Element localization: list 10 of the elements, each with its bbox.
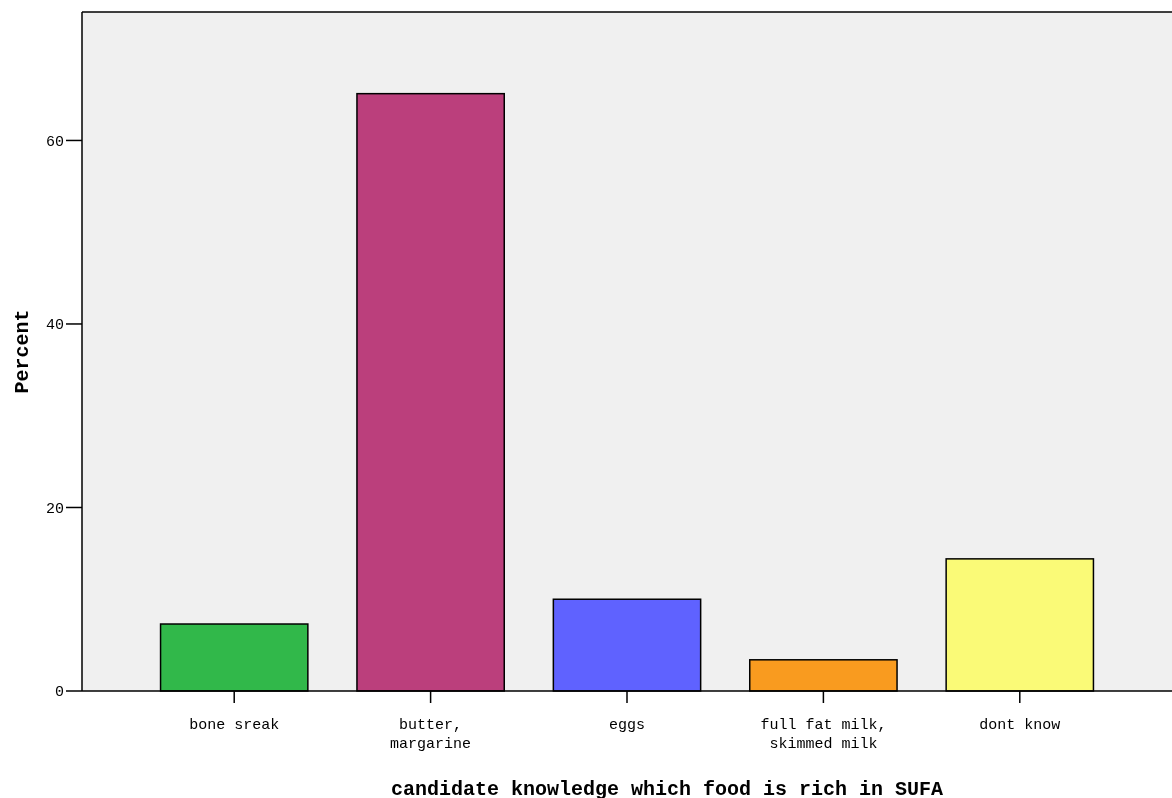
- y-tick-label: 60: [45, 133, 64, 151]
- x-tick-label: full fat milk, skimmed milk: [760, 717, 887, 753]
- y-axis-title: Percent: [11, 309, 34, 394]
- y-tick-label: 0: [54, 684, 64, 702]
- y-tick-label: 20: [45, 500, 64, 518]
- x-tick-label: butter, margarine: [390, 717, 472, 753]
- y-tick-label: 40: [45, 317, 64, 335]
- x-tick-label: bone sreak: [189, 717, 280, 734]
- x-tick-label: dont know: [979, 717, 1061, 734]
- x-tick-label: eggs: [608, 717, 646, 734]
